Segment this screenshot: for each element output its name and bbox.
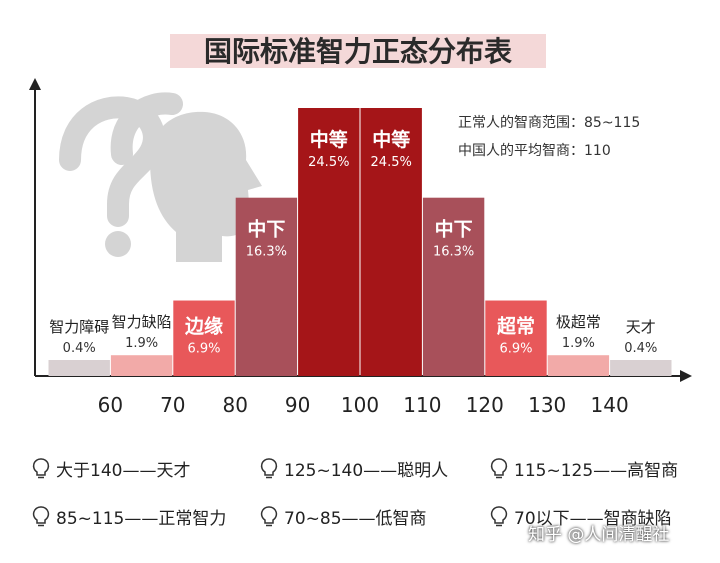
y-axis-arrow-icon (29, 78, 41, 90)
x-tick-label: 100 (341, 393, 379, 417)
bar-category-label: 天才 (626, 318, 656, 336)
bar-category-label: 超常 (496, 315, 535, 338)
bar-category-label: 极超常 (556, 313, 601, 331)
bar-value-label: 1.9% (562, 336, 595, 351)
legend-item: 85~115——正常智力 (32, 504, 226, 529)
bars-layer: 智力障碍 0.4% 智力缺陷 1.9% 边缘 6.9% 中下 16.3% 中等 24.5% 中等 24… (48, 108, 672, 376)
bar-category-label: 中下 (247, 218, 285, 241)
legend-item: 115~125——高智商 (490, 456, 678, 481)
bar (48, 360, 110, 376)
bar (610, 360, 672, 376)
legend-text: 70~85——低智商 (284, 509, 427, 529)
question-head-icon (59, 92, 262, 263)
bar-value-label: 0.4% (63, 341, 96, 356)
legend-item: 大于140——天才 (32, 456, 190, 481)
bar (547, 355, 610, 376)
bar-category-label: 中等 (310, 128, 348, 151)
bar-category-label: 中下 (435, 218, 473, 241)
x-tick-label: 90 (285, 393, 310, 417)
bar (235, 197, 298, 376)
x-tick-label: 80 (222, 393, 247, 417)
x-tick-label: 60 (98, 393, 123, 417)
bar (173, 300, 235, 376)
legend-text: 70以下——智商缺陷 (514, 509, 672, 529)
x-tick-label: 70 (160, 393, 185, 417)
chart-title: 国际标准智力正态分布表 (204, 35, 512, 68)
legend-text: 125~140——聪明人 (284, 461, 449, 481)
lightbulb-icon (260, 457, 278, 478)
lightbulb-icon (32, 457, 50, 478)
lightbulb-icon (260, 505, 278, 526)
bar-category-label: 智力障碍 (49, 318, 109, 336)
lightbulb-icon (490, 505, 508, 526)
legend-text: 85~115——正常智力 (56, 509, 227, 529)
x-tick-label: 110 (403, 393, 441, 417)
annotation-china-average: 中国人的平均智商：110 (458, 143, 611, 159)
bar-value-label: 6.9% (499, 342, 532, 357)
bar-value-label: 6.9% (187, 342, 220, 357)
lightbulb-icon (490, 457, 508, 478)
annotation-normal-range: 正常人的智商范围：85~115 (458, 115, 641, 131)
bar-value-label: 16.3% (433, 245, 474, 260)
bar (360, 108, 422, 376)
title-banner (170, 34, 546, 68)
bar (422, 197, 485, 376)
x-ticks-layer: 60 70 80 90 100 110 120 130 140 (98, 393, 629, 417)
x-tick-label: 140 (591, 393, 629, 417)
bar-value-label: 16.3% (246, 245, 287, 260)
bar-value-label: 0.4% (624, 341, 657, 356)
bar-value-label: 1.9% (125, 336, 158, 351)
x-axis-arrow-icon (680, 370, 692, 382)
bar-category-label: 边缘 (184, 316, 223, 338)
bar (298, 108, 360, 376)
bar-category-label: 中等 (372, 128, 410, 151)
x-tick-label: 120 (466, 393, 504, 417)
legend-item: 125~140——聪明人 (260, 456, 448, 481)
bar-category-label: 智力缺陷 (112, 313, 172, 331)
bar-value-label: 24.5% (371, 155, 412, 170)
bar (485, 300, 547, 376)
legend-text: 大于140——天才 (56, 461, 191, 481)
x-tick-label: 130 (528, 393, 566, 417)
legend-text: 115~125——高智商 (514, 461, 679, 481)
watermark: 知乎 @人间清醒社 (528, 525, 670, 545)
lightbulb-icon (32, 505, 50, 526)
legend-item: 70~85——低智商 (260, 504, 427, 529)
legend-item: 70以下——智商缺陷 (490, 504, 672, 529)
bar (110, 355, 173, 376)
bar-value-label: 24.5% (308, 155, 349, 170)
